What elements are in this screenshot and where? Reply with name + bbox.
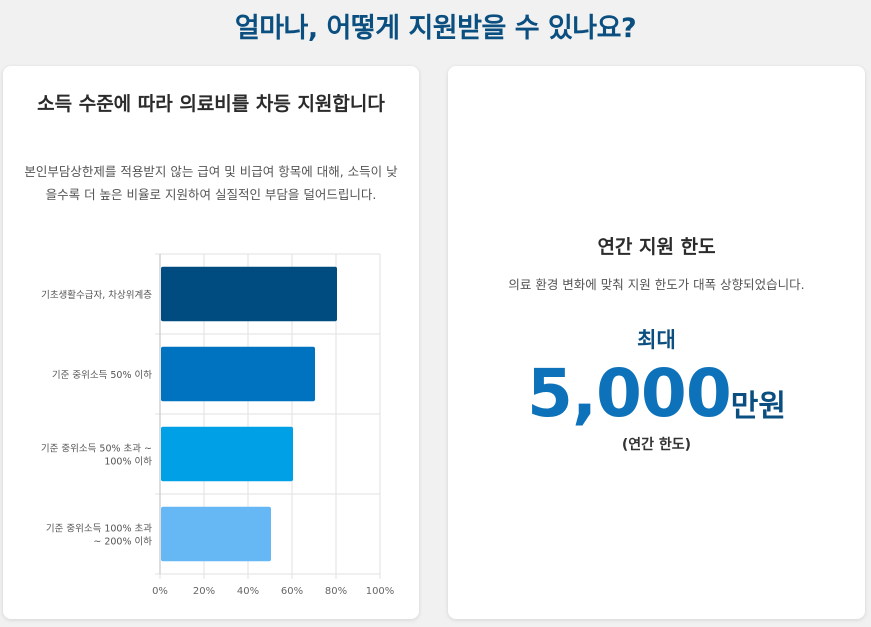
bar xyxy=(161,266,337,322)
x-tick-label: 60% xyxy=(281,586,303,597)
annual-limit-heading: 연간 지원 한도 xyxy=(597,236,716,258)
annual-limit-card: 연간 지원 한도 의료 환경 변화에 맞춰 지원 한도가 대폭 상향되었습니다.… xyxy=(448,66,865,619)
x-tick-label: 20% xyxy=(193,586,215,597)
bar xyxy=(161,346,315,402)
bar xyxy=(161,426,293,482)
income-support-card: 소득 수준에 따라 의료비를 차등 지원합니다 본인부담상한제를 적용받지 않는… xyxy=(3,66,419,619)
category-label: ~ 200% 이하 xyxy=(93,536,152,548)
x-tick-label: 80% xyxy=(325,586,347,597)
category-label: 기준 중위소득 50% 초과 ~ xyxy=(41,443,152,455)
category-label: 기준 중위소득 100% 초과 xyxy=(46,523,152,535)
category-label: 100% 이하 xyxy=(104,456,152,468)
x-tick-label: 40% xyxy=(237,586,259,597)
x-tick-label: 100% xyxy=(366,586,395,597)
bar xyxy=(161,506,271,562)
limit-amount: 5,000만원 xyxy=(448,356,865,432)
limit-amount-caption: (연간 한도) xyxy=(621,437,692,453)
page-title: 얼마나, 어떻게 지원받을 수 있나요? xyxy=(234,13,637,44)
x-tick-label: 0% xyxy=(152,586,168,597)
category-label: 기준 중위소득 50% 이하 xyxy=(52,369,152,381)
income-support-description: 본인부담상한제를 적용받지 않는 급여 및 비급여 항목에 대해, 소득이 낮을… xyxy=(24,164,398,202)
annual-limit-description: 의료 환경 변화에 맞춰 지원 한도가 대폭 상향되었습니다. xyxy=(508,277,805,292)
category-label: 기초생활수급자, 차상위계층 xyxy=(41,289,152,301)
limit-amount-number: 5,000 xyxy=(527,355,732,432)
max-label: 최대 xyxy=(637,328,676,352)
limit-amount-unit: 만원 xyxy=(730,389,786,424)
income-support-heading: 소득 수준에 따라 의료비를 차등 지원합니다 xyxy=(37,93,385,115)
